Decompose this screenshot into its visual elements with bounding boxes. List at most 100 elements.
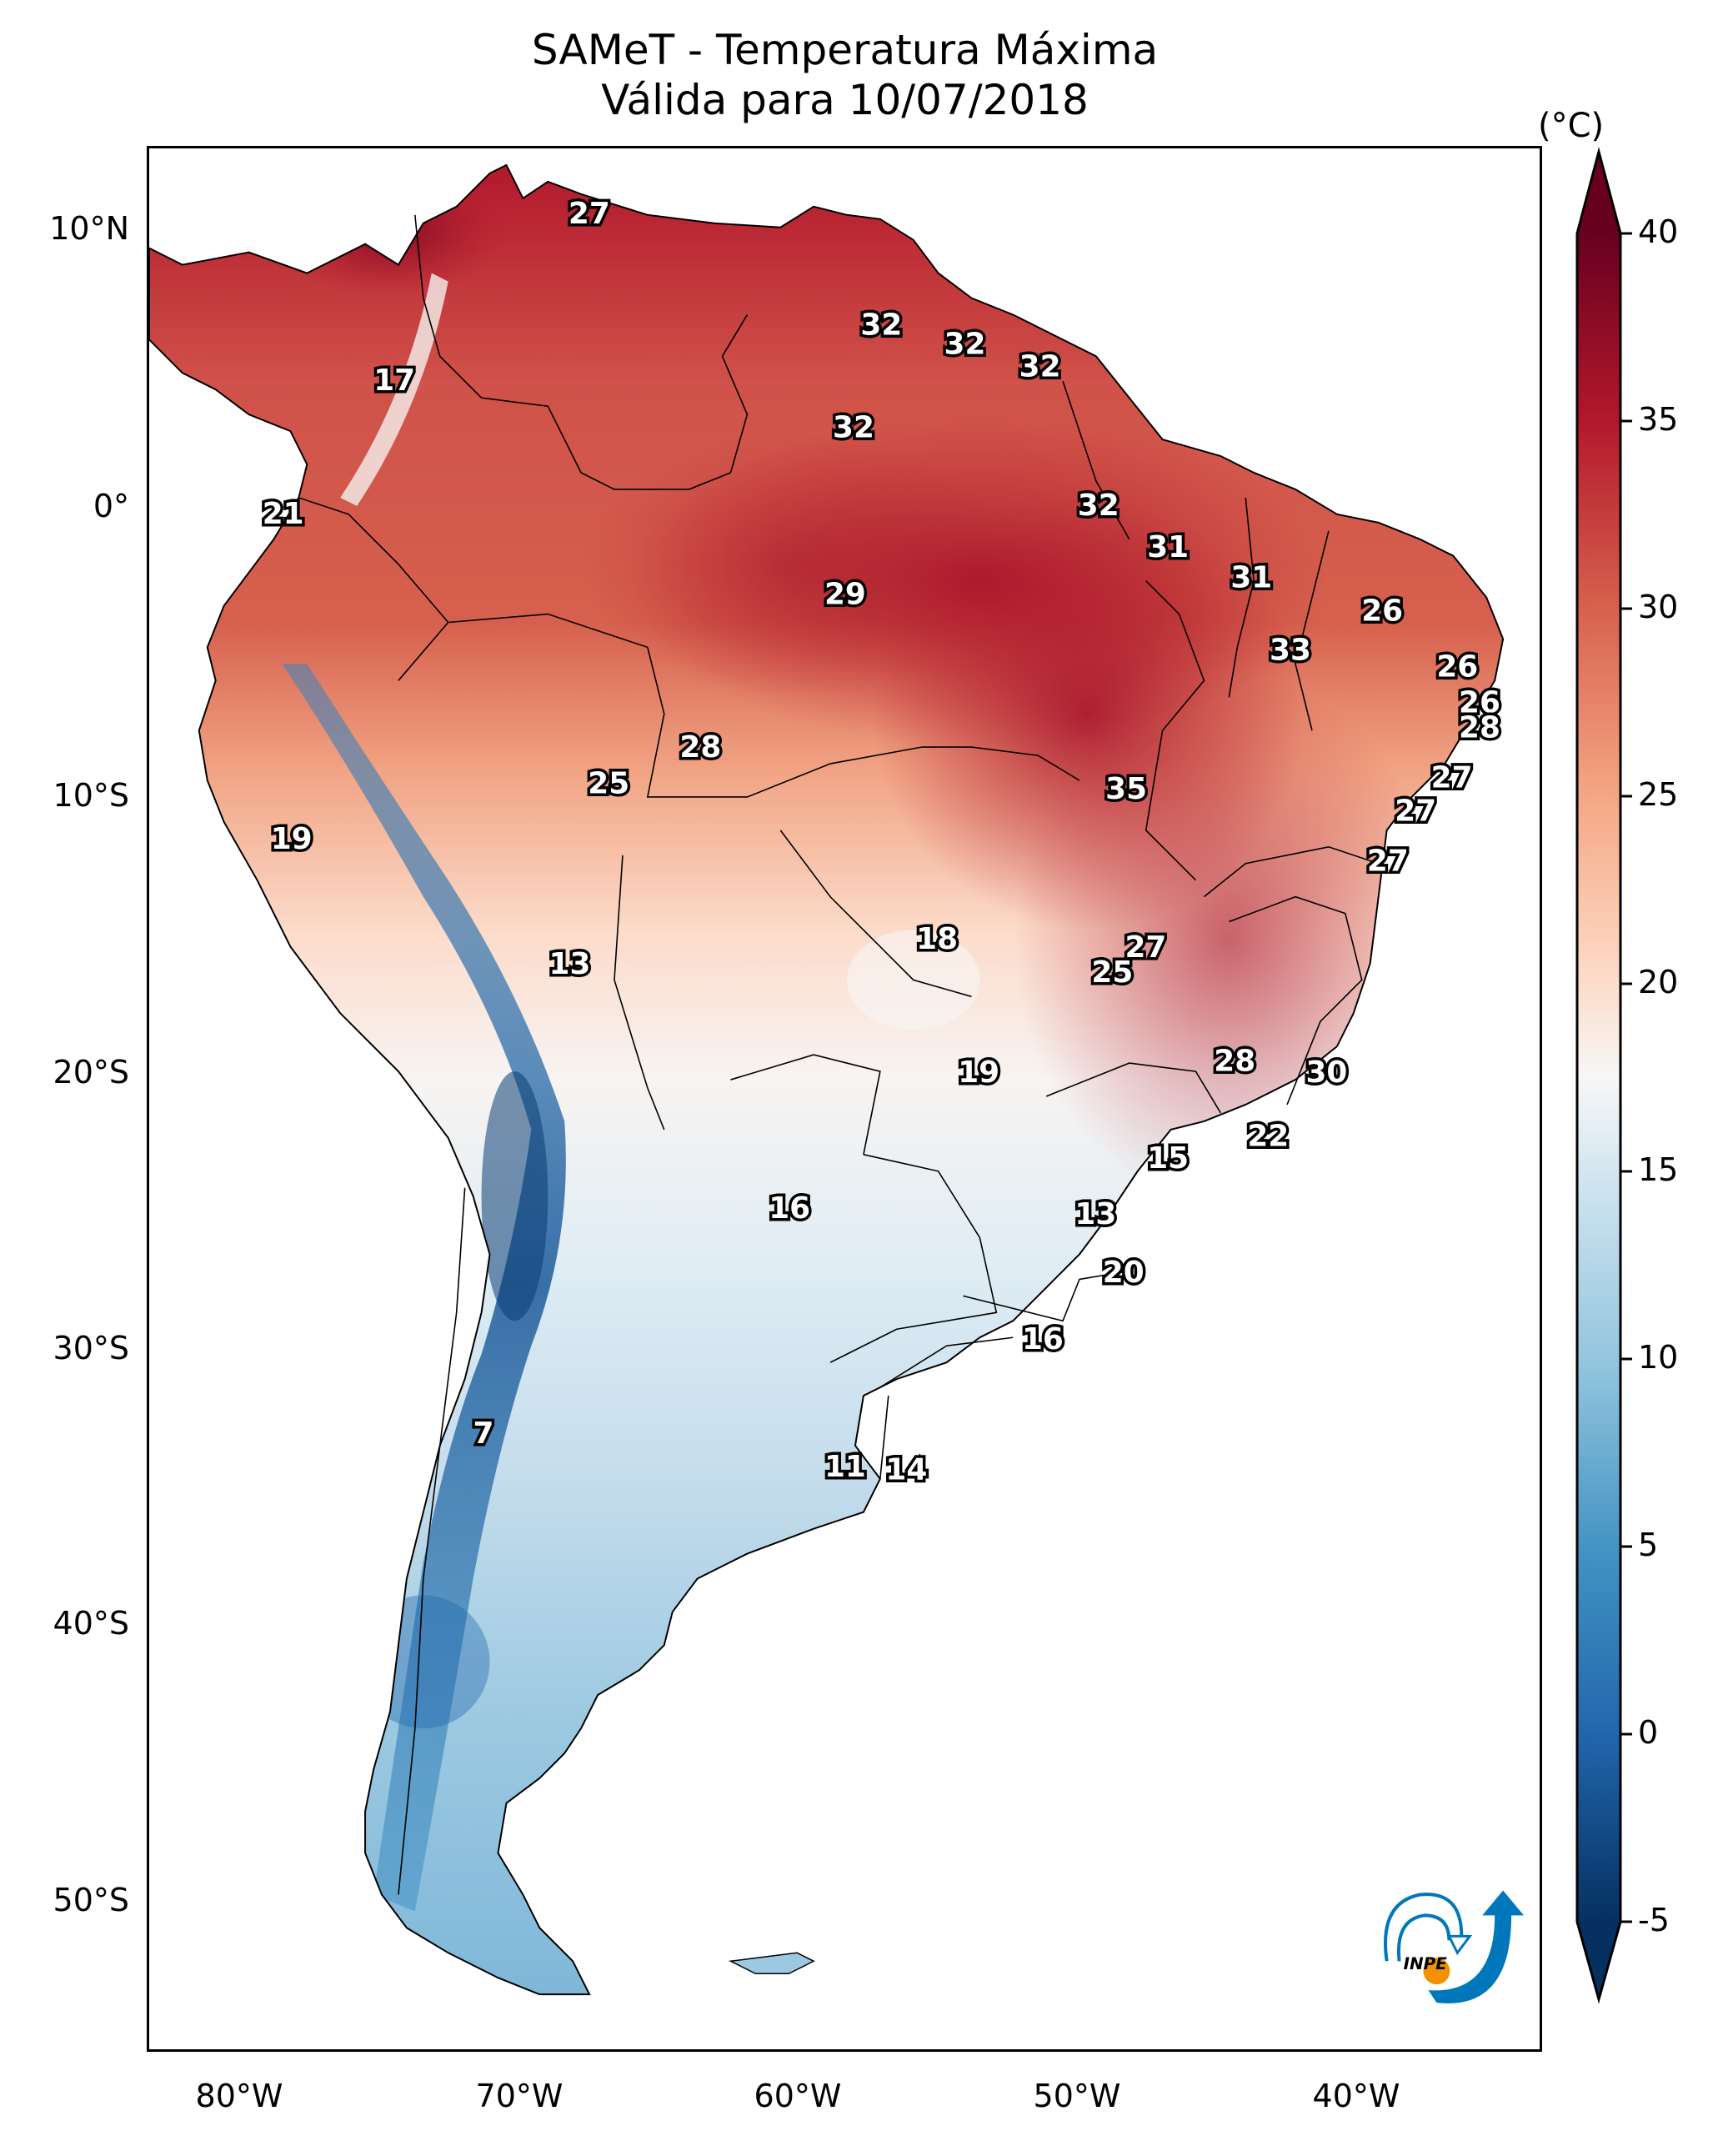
temperature-field bbox=[273, 164, 1445, 1912]
temperature-label: 19 bbox=[958, 1055, 999, 1090]
lat-tick-label: 0° bbox=[93, 488, 129, 524]
temperature-label: 29 bbox=[824, 578, 866, 612]
border-guyana bbox=[721, 314, 749, 474]
cold-core-andes bbox=[481, 1071, 548, 1321]
colorbar-tick-label: -5 bbox=[1638, 1902, 1670, 1938]
temperature-label: 27 bbox=[1367, 845, 1409, 879]
temperature-label: 32 bbox=[860, 308, 902, 342]
colorbar-gradient bbox=[1577, 233, 1620, 1922]
temperature-label: 32 bbox=[833, 411, 874, 445]
border-brazil-bolivia bbox=[921, 746, 1080, 781]
colorbar-extend-min bbox=[1577, 1922, 1620, 1999]
border-venezuela-brazil bbox=[481, 397, 731, 490]
chart-title: SAMeT - Temperatura Máxima bbox=[531, 26, 1159, 74]
lon-tick-label: 60°W bbox=[754, 2078, 842, 2114]
temperature-label: 26 bbox=[1459, 686, 1500, 720]
temperature-label: 27 bbox=[1431, 761, 1473, 795]
temperature-label: 28 bbox=[679, 730, 721, 765]
border-amapa-para bbox=[1062, 381, 1130, 540]
border-peru-bolivia bbox=[614, 855, 665, 1131]
temperature-label: 26 bbox=[1436, 649, 1478, 684]
temperature-label: 32 bbox=[1078, 489, 1119, 523]
lat-tick-label: 40°S bbox=[53, 1605, 129, 1642]
border-paraguay-argentina bbox=[829, 1237, 998, 1363]
lon-tick-label: 50°W bbox=[1033, 2078, 1121, 2114]
temperature-label: 30 bbox=[1305, 1055, 1347, 1090]
lat-tick-label: 10°S bbox=[53, 777, 129, 814]
border-colombia-peru bbox=[448, 613, 649, 649]
colorbar-tick-label: 35 bbox=[1638, 401, 1679, 438]
hot-region-minas bbox=[1013, 672, 1445, 1205]
border-goias-bahia bbox=[1203, 845, 1379, 898]
colorbar-tick-label: 15 bbox=[1638, 1151, 1679, 1188]
border-bolivia-paraguay bbox=[730, 1054, 881, 1155]
border-paraguay-brazil bbox=[863, 1154, 981, 1238]
logo-arc-outer bbox=[1384, 1893, 1464, 1962]
temperature-label: 33 bbox=[1270, 633, 1311, 667]
temperature-label: 16 bbox=[769, 1191, 810, 1226]
temperature-label: 26 bbox=[1361, 594, 1403, 629]
hot-region-caribbean bbox=[273, 164, 507, 298]
map-area: 27 17 21 32 32 32 32 32 31 31 29 26 33 26 26 28 27 27 27 28… bbox=[147, 146, 1542, 2052]
inpe-logo: INPE bbox=[1384, 1890, 1525, 2003]
chart-subtitle: Válida para 10/07/2018 bbox=[601, 76, 1089, 124]
temperature-label: 27 bbox=[1124, 930, 1166, 965]
border-uruguay-brazil bbox=[879, 1336, 1014, 1388]
logo-sun bbox=[1423, 1958, 1450, 1985]
colorbar-tick-label: 10 bbox=[1638, 1339, 1679, 1376]
colorbar-tick-label: 40 bbox=[1638, 213, 1679, 250]
temperature-label: 7 bbox=[473, 1416, 494, 1451]
colorbar-ticks bbox=[1620, 232, 1632, 1923]
temperature-label: 25 bbox=[1091, 955, 1133, 990]
temperature-label: 35 bbox=[1105, 772, 1147, 806]
temperature-label: 15 bbox=[1147, 1141, 1189, 1176]
border-ecuador-peru bbox=[298, 497, 449, 681]
temperature-label: 28 bbox=[1214, 1045, 1255, 1079]
temperature-label: 20 bbox=[1103, 1256, 1144, 1290]
logo-arc-inner bbox=[1396, 1913, 1451, 1962]
border-chile-argentina bbox=[398, 1187, 466, 1895]
border-misiones bbox=[963, 1270, 1129, 1322]
colorbar-tick-label: 30 bbox=[1638, 589, 1679, 625]
border-piaui-ceara bbox=[1295, 530, 1330, 731]
lat-tick-label: 10°N bbox=[49, 210, 129, 247]
temperature-label: 16 bbox=[1022, 1322, 1064, 1356]
temperature-label: 25 bbox=[588, 766, 629, 800]
lon-tick-label: 80°W bbox=[195, 2078, 283, 2114]
border-sao-paulo-minas bbox=[1045, 1062, 1222, 1114]
temperature-label: 19 bbox=[271, 822, 313, 856]
temperature-label: 21 bbox=[263, 497, 304, 531]
logo-arrow-up bbox=[1428, 1890, 1525, 2003]
temperature-label: 31 bbox=[1230, 561, 1272, 595]
colorbar bbox=[1575, 147, 1632, 2004]
temperature-label: 31 bbox=[1147, 530, 1189, 564]
lon-tick-label: 70°W bbox=[475, 2078, 563, 2114]
border-uruguay-argentina bbox=[879, 1395, 889, 1479]
border-maranhao-piaui bbox=[1228, 497, 1255, 698]
logo-arrow-down bbox=[1446, 1934, 1473, 1956]
colorbar-tick-label: 0 bbox=[1638, 1714, 1659, 1751]
temperature-label: 32 bbox=[944, 328, 986, 362]
border-peru-brazil bbox=[646, 647, 922, 798]
andes-cold-band bbox=[282, 664, 566, 1912]
temperature-label: 13 bbox=[1074, 1197, 1116, 1231]
lat-tick-label: 20°S bbox=[53, 1054, 129, 1091]
political-borders bbox=[298, 214, 1379, 1895]
temperature-label: 27 bbox=[1395, 795, 1436, 829]
warm-region-north bbox=[581, 431, 1014, 698]
colorbar-tick-label: 5 bbox=[1638, 1527, 1659, 1563]
logo-text: INPE bbox=[1404, 1954, 1448, 1973]
border-para-tocantins bbox=[1144, 580, 1205, 881]
border-colombia-venezuela bbox=[414, 214, 483, 399]
colorbar-unit: (°C) bbox=[1538, 107, 1605, 145]
lat-tick-label: 30°S bbox=[53, 1330, 129, 1366]
colorbar-tick-label: 25 bbox=[1638, 776, 1679, 813]
cold-region-patagonia bbox=[357, 1595, 490, 1729]
temperature-label: 14 bbox=[885, 1453, 927, 1487]
temperature-label: 11 bbox=[824, 1450, 866, 1484]
temperature-label: 18 bbox=[916, 922, 958, 956]
temperature-label: 32 bbox=[1019, 349, 1061, 384]
temperature-label: 27 bbox=[568, 197, 610, 231]
temperature-label: 22 bbox=[1247, 1120, 1289, 1154]
